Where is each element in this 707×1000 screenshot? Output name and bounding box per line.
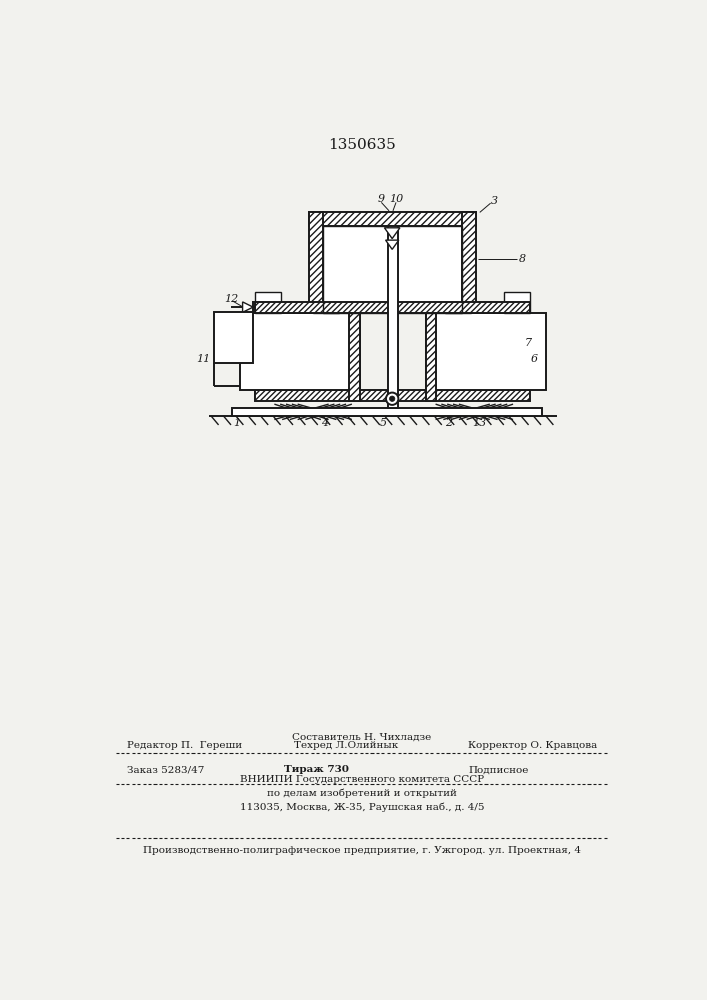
Circle shape xyxy=(390,396,395,401)
Text: Корректор О. Кравцова: Корректор О. Кравцова xyxy=(468,741,597,750)
Bar xyxy=(313,292,339,313)
Polygon shape xyxy=(243,302,253,312)
Bar xyxy=(426,220,436,401)
Text: Составитель Н. Чихладзе: Составитель Н. Чихладзе xyxy=(292,733,431,742)
Text: 4: 4 xyxy=(321,418,328,428)
Text: 6: 6 xyxy=(530,354,537,364)
Bar xyxy=(445,292,472,313)
Text: 13: 13 xyxy=(472,418,487,428)
Text: 1350635: 1350635 xyxy=(328,138,396,152)
Text: Производственно-полиграфическое предприятие, г. Ужгород. ул. Проектная, 4: Производственно-полиграфическое предприя… xyxy=(143,846,581,855)
Bar xyxy=(214,312,252,363)
Text: Подписное: Подписное xyxy=(468,765,529,774)
Text: Техред Л.Олийнык: Техред Л.Олийнык xyxy=(293,741,398,750)
Polygon shape xyxy=(385,228,400,239)
Bar xyxy=(255,390,530,401)
Bar xyxy=(349,220,360,401)
Text: Заказ 5283/47: Заказ 5283/47 xyxy=(127,765,204,774)
Text: 8: 8 xyxy=(519,254,526,264)
Text: 7: 7 xyxy=(525,338,532,348)
Bar xyxy=(426,313,546,390)
Text: Редактор П.  Гереши: Редактор П. Гереши xyxy=(127,741,243,750)
Text: ВНИИПИ Государственного комитета СССР
по делам изобретений и открытий
113035, Мо: ВНИИПИ Государственного комитета СССР по… xyxy=(240,774,484,812)
Text: 9: 9 xyxy=(378,194,385,204)
Bar xyxy=(255,292,281,313)
Text: 12: 12 xyxy=(225,294,239,304)
Bar xyxy=(387,226,397,408)
Text: 2: 2 xyxy=(445,418,452,428)
Bar xyxy=(504,292,530,313)
Bar xyxy=(462,212,476,312)
Bar xyxy=(240,313,360,390)
Text: 11: 11 xyxy=(196,354,210,364)
Text: 1: 1 xyxy=(233,418,241,428)
Polygon shape xyxy=(385,240,399,249)
Text: 10: 10 xyxy=(389,194,403,204)
Bar xyxy=(232,408,542,416)
Bar xyxy=(309,212,323,312)
Bar xyxy=(323,226,462,312)
Text: 3: 3 xyxy=(491,196,498,206)
Bar xyxy=(309,212,476,226)
Text: Тираж 730: Тираж 730 xyxy=(284,765,349,774)
Bar xyxy=(323,226,462,312)
Bar xyxy=(255,302,530,313)
Circle shape xyxy=(386,393,398,405)
Text: 5: 5 xyxy=(380,418,387,428)
